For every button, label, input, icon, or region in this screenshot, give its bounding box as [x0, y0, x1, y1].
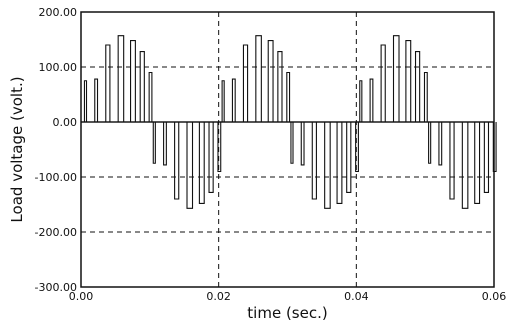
x-tick-label: 0.06	[482, 290, 507, 303]
voltage-pulse	[255, 35, 262, 122]
voltage-pulse	[186, 122, 194, 209]
voltage-pulse	[242, 44, 249, 122]
plot-frame	[80, 11, 495, 288]
voltage-pulse	[198, 122, 205, 204]
voltage-pulse	[163, 122, 167, 166]
voltage-waveform	[81, 35, 497, 209]
voltage-pulse	[267, 40, 274, 122]
x-tick-labels: 0.00 0.02 0.04 0.06	[69, 290, 507, 303]
voltage-pulse	[423, 71, 428, 122]
y-tick-label: -300.00	[35, 281, 77, 294]
x-axis-label: time (sec.)	[247, 304, 327, 322]
voltage-pulse	[346, 122, 352, 193]
voltage-pulse	[286, 71, 291, 122]
y-axis-label: Load voltage (volt.)	[8, 76, 26, 222]
x-tick-label: 0.04	[344, 290, 369, 303]
y-tick-label: -200.00	[35, 226, 77, 239]
voltage-pulse	[208, 122, 214, 193]
grid-lines	[81, 12, 494, 287]
voltage-pulse	[483, 122, 490, 193]
y-tick-labels: 200.00 100.00 0.00 -100.00 -200.00 -300.00	[35, 6, 77, 294]
y-tick-label: -100.00	[35, 171, 77, 184]
x-tick-label: 0.02	[206, 290, 231, 303]
voltage-pulse	[94, 78, 99, 122]
voltage-pulse	[139, 51, 145, 122]
voltage-pulse	[117, 35, 125, 122]
voltage-pulse	[405, 40, 412, 122]
y-tick-label: 100.00	[39, 61, 78, 74]
voltage-pulse	[392, 35, 400, 122]
voltage-pulse	[474, 122, 481, 204]
voltage-pulse	[221, 80, 225, 122]
voltage-pulse	[428, 122, 432, 164]
voltage-pulse	[152, 122, 156, 164]
voltage-pulse	[300, 122, 305, 166]
y-tick-label: 200.00	[39, 6, 78, 19]
voltage-pulse	[380, 44, 386, 122]
voltage-pulse	[290, 122, 294, 164]
voltage-pulse	[414, 51, 421, 122]
voltage-pulse	[336, 122, 343, 204]
voltage-pulse	[148, 71, 153, 122]
voltage-pulse	[324, 122, 331, 209]
voltage-pulse	[449, 122, 455, 200]
x-tick-label: 0.00	[69, 290, 94, 303]
voltage-pulse	[83, 80, 88, 122]
voltage-pulse	[231, 78, 236, 122]
voltage-pulse	[369, 78, 374, 122]
voltage-pulse	[130, 40, 136, 122]
voltage-pulse	[355, 122, 359, 173]
voltage-pulse	[174, 122, 180, 200]
voltage-pulse	[359, 80, 363, 122]
y-tick-label: 0.00	[53, 116, 78, 129]
voltage-pulse	[311, 122, 317, 200]
voltage-pulse	[105, 44, 111, 122]
voltage-pulse	[217, 122, 222, 173]
voltage-pulse	[461, 122, 469, 209]
voltage-pulse	[277, 51, 283, 122]
voltage-pulse	[438, 122, 443, 166]
